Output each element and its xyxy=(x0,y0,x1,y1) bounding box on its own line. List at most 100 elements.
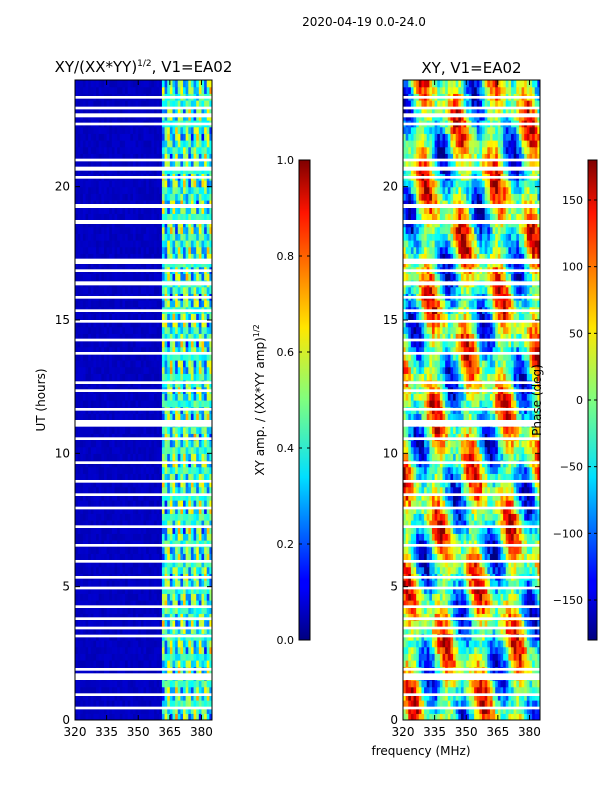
heatmap-cell xyxy=(109,426,113,434)
heatmap-cell xyxy=(109,300,113,308)
heatmap-cell xyxy=(183,253,187,261)
heatmap-cell xyxy=(111,713,116,720)
heatmap-cell xyxy=(175,640,179,648)
heatmap-cell xyxy=(169,640,174,648)
heatmap-cell xyxy=(103,160,108,168)
heatmap-cell xyxy=(101,100,105,108)
heatmap-cell xyxy=(167,326,171,334)
heatmap-cell xyxy=(151,646,155,654)
heatmap-cell xyxy=(130,660,134,668)
heatmap-cell xyxy=(80,546,84,554)
heatmap-cell xyxy=(204,440,208,448)
heatmap-cell xyxy=(101,706,105,714)
heatmap-cell xyxy=(198,186,203,194)
heatmap-cell xyxy=(130,86,134,94)
heatmap-cell xyxy=(101,480,105,488)
heatmap-cell xyxy=(143,526,147,534)
heatmap-cell xyxy=(177,213,181,221)
heatmap-cell xyxy=(164,353,168,361)
heatmap-cell xyxy=(206,193,210,201)
heatmap-cell xyxy=(140,180,145,188)
heatmap-cell xyxy=(146,313,150,321)
heatmap-cell xyxy=(190,533,195,541)
heatmap-cell xyxy=(85,400,89,408)
heatmap-cell xyxy=(154,566,158,574)
heatmap-cell xyxy=(101,713,105,720)
heatmap-cell xyxy=(148,586,152,594)
heatmap-cell xyxy=(193,486,197,494)
heatmap-cell xyxy=(109,393,113,401)
heatmap-cell xyxy=(206,373,210,381)
heatmap-cell xyxy=(206,560,210,568)
heatmap-cell xyxy=(161,160,166,168)
heatmap-cell xyxy=(138,106,142,114)
heatmap-cell xyxy=(85,613,89,621)
heatmap-cell xyxy=(177,560,181,568)
heatmap-cell xyxy=(103,540,108,548)
heatmap-cell xyxy=(90,440,95,448)
heatmap-cell xyxy=(122,426,126,434)
heatmap-cell xyxy=(177,106,181,114)
heatmap-cell xyxy=(172,473,176,481)
heatmap-cell xyxy=(143,586,147,594)
heatmap-cell xyxy=(117,106,121,114)
heatmap-cell xyxy=(103,613,108,621)
heatmap-cell xyxy=(164,613,168,621)
heatmap-cell xyxy=(206,186,210,194)
heatmap-cell xyxy=(161,366,166,374)
heatmap-cell xyxy=(201,473,205,481)
heatmap-cell xyxy=(80,640,84,648)
heatmap-cell xyxy=(122,606,126,614)
heatmap-cell xyxy=(183,480,187,488)
heatmap-cell xyxy=(175,680,179,688)
heatmap-cell xyxy=(85,313,89,321)
heatmap-cell xyxy=(111,413,116,421)
heatmap-cell xyxy=(156,526,160,534)
heatmap-cell xyxy=(103,566,108,574)
heatmap-cell xyxy=(167,213,171,221)
heatmap-cell xyxy=(164,686,168,694)
heatmap-cell xyxy=(132,106,137,114)
heatmap-cell xyxy=(193,620,197,628)
heatmap-cell xyxy=(164,286,168,294)
heatmap-cell xyxy=(143,713,147,720)
heatmap-cell xyxy=(101,86,105,94)
heatmap-cell xyxy=(111,326,116,334)
heatmap-cell xyxy=(90,226,95,234)
heatmap-cell xyxy=(183,593,187,601)
heatmap-cell xyxy=(167,520,171,528)
heatmap-cell xyxy=(188,206,192,214)
heatmap-cell xyxy=(148,240,152,248)
heatmap-cell xyxy=(98,606,102,614)
heatmap-cell xyxy=(161,106,166,114)
heatmap-cell xyxy=(135,613,139,621)
heatmap-cell xyxy=(196,660,200,668)
heatmap-cell xyxy=(180,333,184,341)
heatmap-cell xyxy=(209,80,212,88)
heatmap-cell xyxy=(151,606,155,614)
heatmap-cell xyxy=(106,513,110,521)
heatmap-cell xyxy=(148,493,152,501)
heatmap-cell xyxy=(93,246,97,254)
heatmap-cell xyxy=(169,153,174,161)
heatmap-cell xyxy=(206,206,210,214)
heatmap-cell xyxy=(167,360,171,368)
heatmap-cell xyxy=(111,126,116,134)
heatmap-cell xyxy=(85,686,89,694)
heatmap-cell xyxy=(196,606,200,614)
heatmap-cell xyxy=(172,713,176,720)
heatmap-cell xyxy=(172,300,176,308)
heatmap-cell xyxy=(161,346,166,354)
heatmap-cell xyxy=(98,160,102,168)
heatmap-cell xyxy=(209,346,212,354)
heatmap-cell xyxy=(196,366,200,374)
heatmap-cell xyxy=(88,413,92,421)
heatmap-cell xyxy=(101,206,105,214)
heatmap-cell xyxy=(206,620,210,628)
heatmap-cell xyxy=(88,506,92,514)
heatmap-cell xyxy=(143,153,147,161)
heatmap-cell xyxy=(185,246,189,254)
heatmap-cell xyxy=(122,520,126,528)
heatmap-cell xyxy=(180,353,184,361)
heatmap-cell xyxy=(190,446,195,454)
